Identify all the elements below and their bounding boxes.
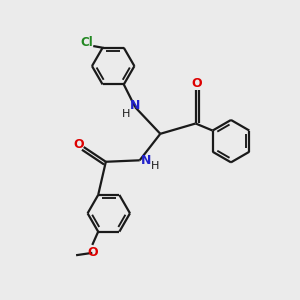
Text: O: O [73, 138, 84, 151]
Text: O: O [191, 77, 202, 90]
Text: O: O [87, 246, 98, 260]
Text: N: N [141, 154, 152, 167]
Text: H: H [151, 160, 159, 171]
Text: N: N [130, 99, 140, 112]
Text: H: H [122, 109, 130, 119]
Text: Cl: Cl [80, 36, 93, 49]
